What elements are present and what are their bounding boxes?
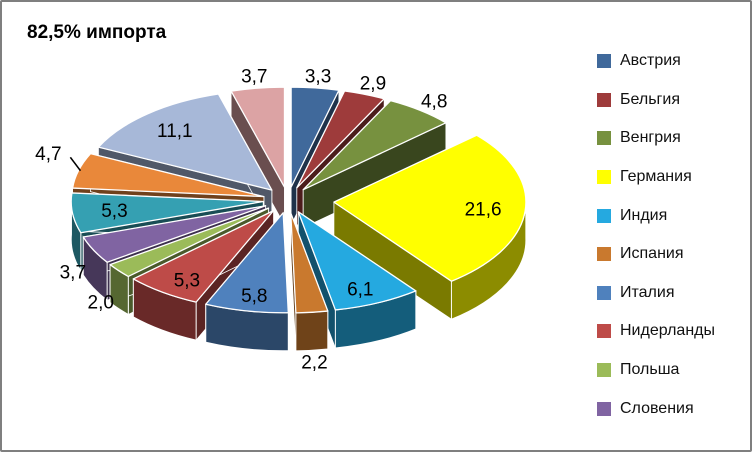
legend-swatch: [597, 131, 611, 146]
pie-slice-slice-11[interactable]: [70, 192, 264, 234]
legend-swatch: [597, 208, 611, 223]
legend-swatch: [597, 247, 611, 262]
data-label: 5,3: [174, 271, 200, 292]
data-label: 4,7: [35, 144, 61, 165]
legend-label: Словения: [620, 399, 694, 417]
legend-item-италия[interactable]: Италия: [597, 274, 715, 313]
legend-label: Индия: [620, 206, 668, 224]
legend-swatch: [597, 170, 611, 185]
legend-label: Австрия: [620, 52, 681, 70]
data-label: 3,7: [241, 67, 267, 88]
data-label: 3,7: [60, 263, 86, 284]
data-label: 21,6: [465, 200, 502, 221]
legend-swatch: [597, 401, 611, 416]
legend-item-венгрия[interactable]: Венгрия: [597, 119, 715, 158]
legend-item-испания[interactable]: Испания: [597, 235, 715, 274]
data-label: 5,8: [241, 286, 267, 307]
pie-slice-slice-13[interactable]: [97, 93, 273, 191]
legend-label: Польша: [620, 361, 680, 379]
data-label: 2,9: [360, 74, 386, 95]
legend-item-бельгия[interactable]: Бельгия: [597, 81, 715, 120]
pie-slice-slice-12[interactable]: [71, 153, 265, 198]
legend-item-нидерланды[interactable]: Нидерланды: [597, 312, 715, 351]
pie-slice-испания[interactable]: [290, 212, 329, 314]
legend: Австрия Бельгия Венгрия Германия Индия Испани…: [597, 42, 715, 428]
data-label: 11,1: [157, 121, 193, 142]
legend-label: Нидерланды: [620, 322, 715, 340]
legend-swatch: [597, 324, 611, 339]
legend-item-германия[interactable]: Германия: [597, 158, 715, 197]
pie-slice-индия[interactable]: [297, 211, 417, 311]
pie-slice-slice-14[interactable]: [230, 86, 286, 188]
pie-slice-венгрия[interactable]: [302, 99, 447, 191]
pie-slice-group: [333, 134, 527, 320]
data-label: 4,8: [421, 91, 447, 112]
pie-slice-group: [297, 211, 417, 349]
data-label: 3,3: [305, 66, 331, 87]
data-label: 5,3: [101, 201, 127, 222]
legend-item-словения[interactable]: Словения: [597, 389, 715, 428]
pie-slice-словения[interactable]: [82, 205, 267, 263]
pie-slice-group: [205, 211, 289, 352]
legend-label: Бельгия: [620, 90, 680, 108]
legend-swatch: [597, 92, 611, 107]
legend-swatch: [597, 54, 611, 69]
pie-slice-австрия[interactable]: [290, 86, 340, 188]
legend-item-индия[interactable]: Индия: [597, 196, 715, 235]
legend-label: Германия: [620, 168, 692, 186]
pie-slice-германия[interactable]: [333, 134, 527, 282]
legend-item-австрия[interactable]: Австрия: [597, 42, 715, 81]
pie-slice-wall: [295, 310, 329, 352]
data-label: 6,1: [347, 279, 373, 300]
chart-title: 82,5% импорта: [27, 22, 167, 43]
pie-slice-group: [290, 212, 329, 352]
data-label: 2,0: [88, 292, 114, 313]
legend-swatch: [597, 363, 611, 378]
legend-item-польша[interactable]: Польша: [597, 351, 715, 390]
pie-slice-польша[interactable]: [109, 207, 270, 278]
legend-label: Испания: [620, 245, 684, 263]
legend-swatch: [597, 285, 611, 300]
data-label: 2,2: [301, 353, 327, 374]
pie-slice-италия[interactable]: [205, 212, 289, 314]
label-leader-line: [69, 156, 82, 172]
legend-label: Венгрия: [620, 129, 681, 147]
pie-slice-нидерланды[interactable]: [132, 209, 275, 303]
legend-label: Италия: [620, 283, 675, 301]
pie-slice-бельгия[interactable]: [296, 90, 385, 189]
